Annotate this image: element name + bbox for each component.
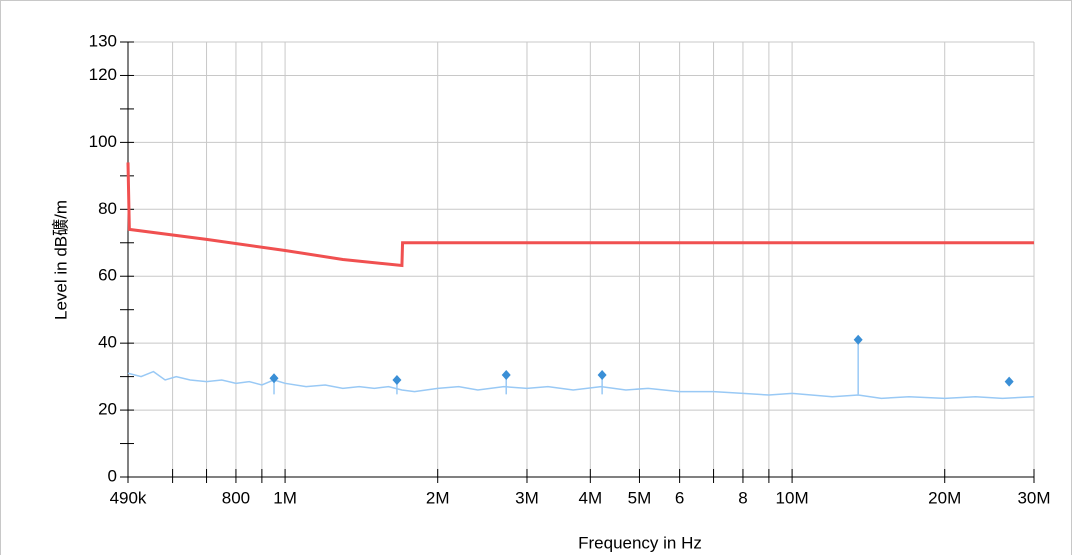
peak-marker <box>392 374 402 385</box>
y-tick-label: 130 <box>89 31 117 50</box>
y-tick-label: 80 <box>98 199 117 218</box>
peak-marker <box>501 369 511 380</box>
y-tick-label: 100 <box>89 132 117 151</box>
x-tick-label: 8 <box>738 488 747 507</box>
y-tick-label: 60 <box>98 266 117 285</box>
peak-marker <box>853 334 863 345</box>
x-tick-label: 3M <box>515 488 539 507</box>
x-tick-label: 5M <box>628 488 652 507</box>
y-tick-label: 120 <box>89 65 117 84</box>
x-tick-label: 4M <box>579 488 603 507</box>
y-tick-label: 20 <box>98 400 117 419</box>
y-tick-label: 0 <box>108 466 117 485</box>
x-tick-label: 6 <box>675 488 684 507</box>
x-tick-label: 490k <box>110 488 147 507</box>
peak-marker <box>269 373 279 384</box>
x-tick-label: 2M <box>426 488 450 507</box>
measurement-trace <box>127 370 1035 400</box>
x-tick-label: 10M <box>776 488 809 507</box>
peak-marker <box>1004 376 1014 387</box>
x-tick-label: 20M <box>928 488 961 507</box>
y-tick-label: 40 <box>98 333 117 352</box>
y-axis-title: Level in dB礦/m <box>51 200 70 320</box>
peak-marker <box>597 369 607 380</box>
x-tick-label: 1M <box>273 488 297 507</box>
x-axis-title: Frequency in Hz <box>578 533 702 552</box>
x-tick-label: 30M <box>1017 488 1050 507</box>
limit-line <box>126 162 1034 268</box>
x-tick-label: 800 <box>222 488 250 507</box>
